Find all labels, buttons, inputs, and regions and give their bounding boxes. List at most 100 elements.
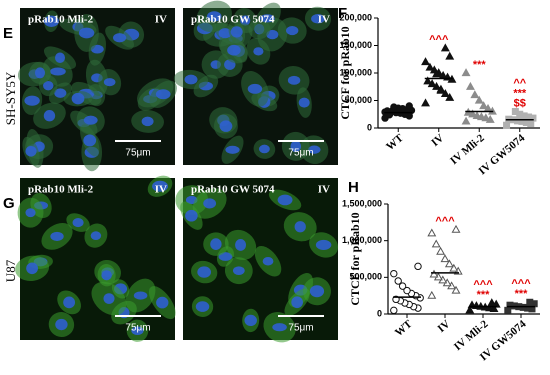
nucleus <box>71 92 85 105</box>
scale-label: 75μm <box>125 148 150 159</box>
nucleus <box>155 89 171 100</box>
nucleus <box>43 80 54 91</box>
nucleus <box>101 270 112 281</box>
nucleus <box>34 67 46 79</box>
data-point <box>451 224 461 233</box>
data-point <box>398 282 407 290</box>
nucleus <box>258 144 270 154</box>
nucleus <box>83 115 98 125</box>
data-point <box>436 246 446 255</box>
nucleus <box>197 266 211 278</box>
nucleus <box>286 25 299 36</box>
image-label: pRab10 GW 5074 <box>191 184 275 196</box>
nucleus <box>210 238 222 251</box>
data-point <box>423 76 433 85</box>
nucleus <box>54 88 67 98</box>
nucleus <box>43 110 56 122</box>
nucleus <box>294 221 306 233</box>
nucleus <box>50 231 64 242</box>
image-tag: IV <box>155 184 167 196</box>
data-point <box>427 228 437 237</box>
y-tick-label: 50,000 <box>344 95 372 105</box>
data-point <box>445 51 455 60</box>
nucleus <box>185 209 198 222</box>
micrograph <box>15 175 176 342</box>
data-point <box>526 298 534 306</box>
panel-letter: F <box>338 5 347 22</box>
data-point <box>429 269 439 278</box>
data-point <box>479 101 489 110</box>
data-point <box>403 286 411 295</box>
data-point <box>445 92 455 101</box>
data-point <box>432 69 442 78</box>
nucleus <box>141 116 154 127</box>
nucleus <box>240 15 251 26</box>
nucleus <box>277 194 293 206</box>
data-point <box>451 285 461 294</box>
data-point <box>440 254 450 263</box>
data-point <box>465 305 475 314</box>
nucleus <box>315 239 332 250</box>
data-point <box>461 68 471 77</box>
nucleus <box>24 95 40 106</box>
nucleus <box>262 257 274 266</box>
nucleus <box>244 314 257 327</box>
x-tick-label: IV <box>429 132 446 149</box>
nucleus <box>103 293 115 304</box>
data-point <box>474 95 484 104</box>
y-axis-title: CTCF for pRab10 <box>348 212 362 305</box>
scale-label: 75μm <box>125 323 150 334</box>
nucleus <box>25 208 36 218</box>
nucleus <box>43 15 59 27</box>
nucleus <box>298 97 310 108</box>
nucleus <box>152 180 169 192</box>
nucleus <box>90 231 102 240</box>
nucleus <box>184 74 198 85</box>
nucleus <box>55 318 68 331</box>
data-point <box>394 277 402 285</box>
nucleus <box>131 326 144 336</box>
data-point <box>436 85 446 94</box>
y-tick-label: 100,000 <box>339 67 372 77</box>
panel-letter: H <box>348 179 359 196</box>
nucleus <box>308 145 321 154</box>
nucleus <box>206 11 222 22</box>
nucleus <box>156 296 169 309</box>
nucleus <box>195 301 210 312</box>
nucleus <box>72 218 84 228</box>
data-point <box>390 103 398 111</box>
nucleus <box>230 26 243 38</box>
nucleus <box>309 285 325 298</box>
data-point <box>414 262 422 271</box>
row-label: SH-SY5Y <box>3 71 18 125</box>
nucleus <box>83 134 97 147</box>
significance-label: ^^^ <box>473 279 493 291</box>
scale-label: 75μm <box>288 323 313 334</box>
nucleus <box>232 266 245 275</box>
nucleus <box>247 83 263 94</box>
nucleus <box>260 14 275 23</box>
data-point <box>390 269 398 278</box>
image-tag: IV <box>155 14 167 26</box>
significance-label: *** <box>515 288 529 300</box>
data-point <box>449 263 459 272</box>
nucleus <box>103 78 116 87</box>
nucleus <box>287 75 301 85</box>
nucleus <box>25 145 37 157</box>
significance-label: *** <box>477 289 491 301</box>
data-point <box>421 57 431 66</box>
nucleus <box>290 140 302 153</box>
x-tick-label: WT <box>384 132 406 153</box>
data-point <box>431 239 441 248</box>
nucleus <box>203 198 217 209</box>
y-tick-label: 200,000 <box>339 12 372 22</box>
data-point <box>503 121 511 129</box>
image-label: pRab10 Mli-2 <box>28 184 94 196</box>
data-point <box>390 306 398 315</box>
data-point <box>506 301 514 309</box>
nucleus <box>235 239 246 251</box>
nucleus <box>112 33 127 43</box>
y-axis-title: CTCF for pRab10 <box>338 26 352 119</box>
image-label: pRab10 Mli-2 <box>28 14 94 26</box>
